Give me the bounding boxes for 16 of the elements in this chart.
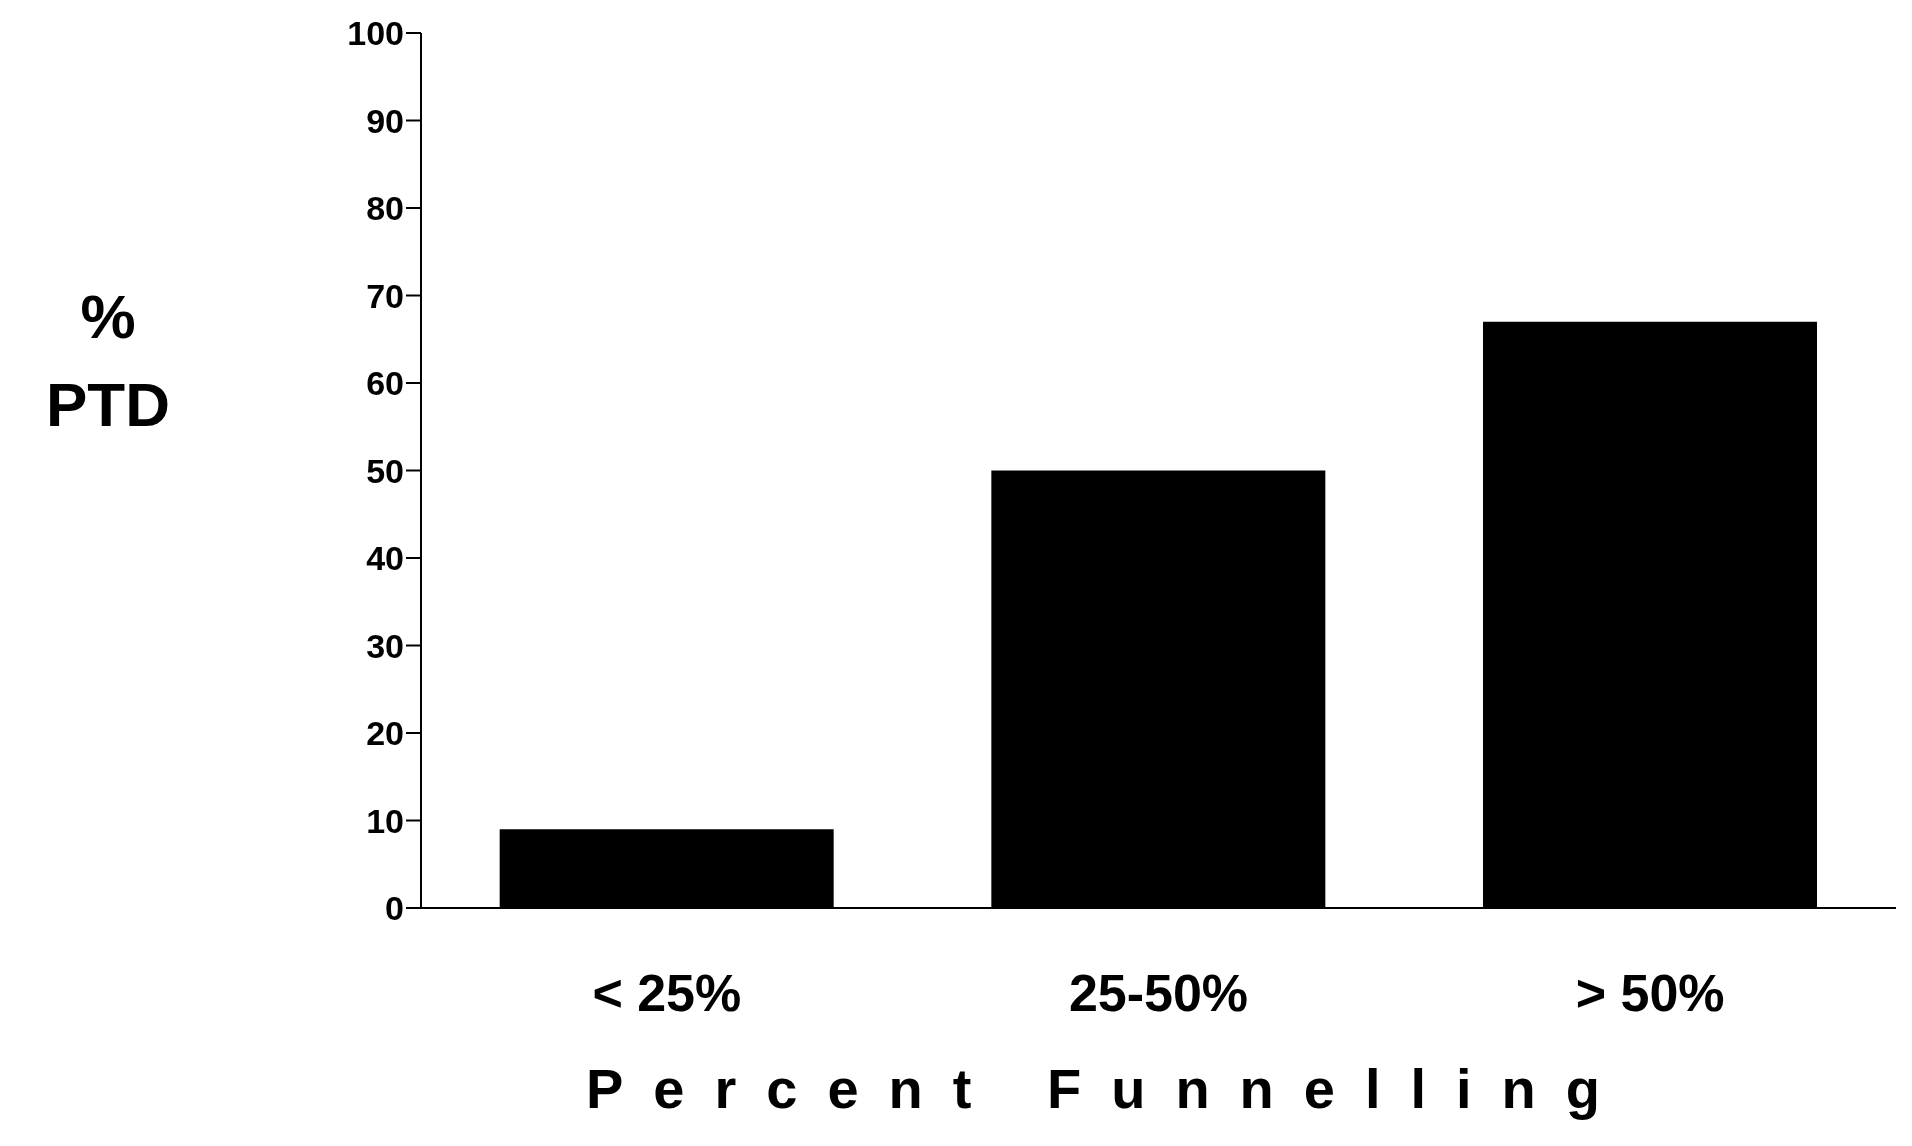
y-tick-label: 40 [366, 539, 404, 578]
x-tick-label: 25-50% [1068, 964, 1249, 1022]
y-tick-label: 10 [366, 801, 404, 840]
x-axis-title: Percent Funnelling [585, 1057, 1631, 1120]
y-tick-label: 60 [366, 364, 404, 403]
y-tick-label: 100 [347, 14, 404, 53]
y-tick-label: 70 [366, 276, 404, 315]
y-tick-label: 20 [366, 714, 404, 753]
y-tick-label: 80 [366, 189, 404, 228]
x-tick-label: < 25% [592, 964, 742, 1022]
y-tick-label: 30 [366, 626, 404, 665]
y-axis-title: % PTD [46, 282, 170, 439]
y-tick-label: 0 [385, 889, 404, 928]
x-tick-label: > 50% [1575, 964, 1725, 1022]
y-tick-label: 90 [366, 101, 404, 140]
y-tick-label: 50 [366, 451, 404, 490]
